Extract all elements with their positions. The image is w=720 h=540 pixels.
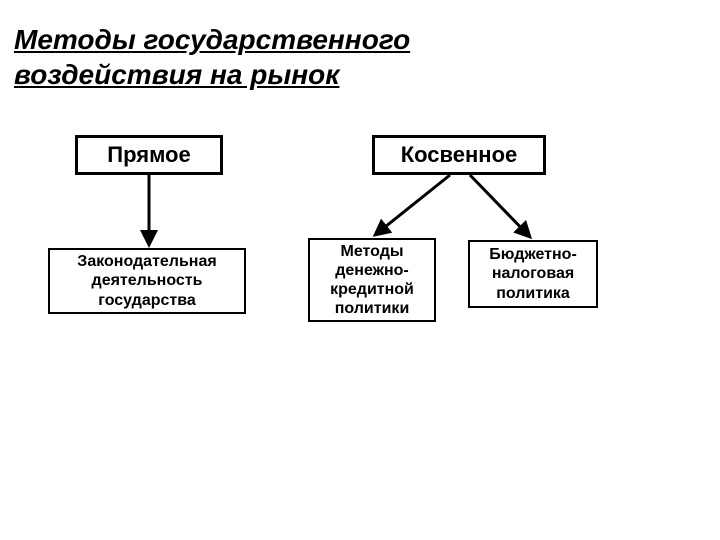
node-fiscal-label: Бюджетно- налоговая политика: [489, 245, 577, 303]
node-monetary-label: Методы денежно- кредитной политики: [330, 242, 414, 319]
node-legislative: Законодательная деятельность государства: [48, 248, 246, 314]
node-monetary: Методы денежно- кредитной политики: [308, 238, 436, 322]
node-direct: Прямое: [75, 135, 223, 175]
node-fiscal: Бюджетно- налоговая политика: [468, 240, 598, 308]
arrow-indirect-to-monetary: [375, 175, 450, 235]
node-legislative-label: Законодательная деятельность государства: [77, 252, 216, 310]
diagram-title: Методы государственного воздействия на р…: [14, 22, 410, 92]
diagram-canvas: Методы государственного воздействия на р…: [0, 0, 720, 540]
arrow-indirect-to-fiscal: [470, 175, 530, 237]
node-indirect: Косвенное: [372, 135, 546, 175]
node-indirect-label: Косвенное: [401, 142, 518, 168]
node-direct-label: Прямое: [107, 142, 190, 168]
